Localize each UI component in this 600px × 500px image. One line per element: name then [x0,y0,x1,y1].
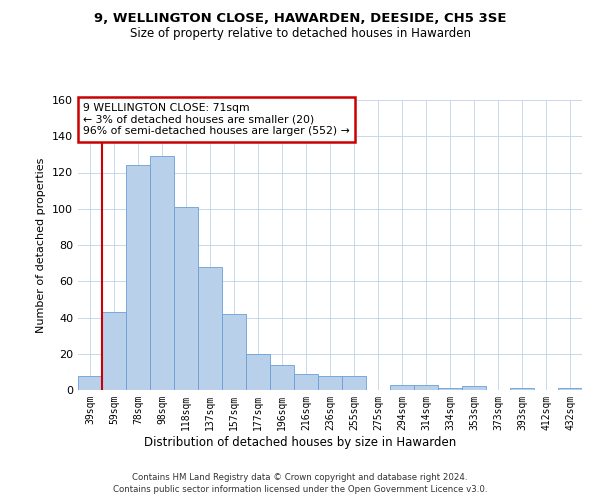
Text: Contains HM Land Registry data © Crown copyright and database right 2024.: Contains HM Land Registry data © Crown c… [132,473,468,482]
Bar [271,364,293,390]
Bar [103,312,125,390]
Bar [463,386,485,390]
Bar [79,376,101,390]
Bar [391,384,413,390]
Text: Size of property relative to detached houses in Hawarden: Size of property relative to detached ho… [130,28,470,40]
Y-axis label: Number of detached properties: Number of detached properties [37,158,46,332]
Text: Contains public sector information licensed under the Open Government Licence v3: Contains public sector information licen… [113,486,487,494]
Bar [343,376,365,390]
Bar [175,207,197,390]
Text: 9 WELLINGTON CLOSE: 71sqm
← 3% of detached houses are smaller (20)
96% of semi-d: 9 WELLINGTON CLOSE: 71sqm ← 3% of detach… [83,103,350,136]
Text: Distribution of detached houses by size in Hawarden: Distribution of detached houses by size … [144,436,456,449]
Bar [223,314,245,390]
Bar [439,388,461,390]
Bar [247,354,269,390]
Bar [415,384,437,390]
Text: 9, WELLINGTON CLOSE, HAWARDEN, DEESIDE, CH5 3SE: 9, WELLINGTON CLOSE, HAWARDEN, DEESIDE, … [94,12,506,26]
Bar [127,165,149,390]
Bar [199,267,221,390]
Bar [319,376,341,390]
Bar [151,156,173,390]
Bar [295,374,317,390]
Bar [559,388,581,390]
Bar [511,388,533,390]
